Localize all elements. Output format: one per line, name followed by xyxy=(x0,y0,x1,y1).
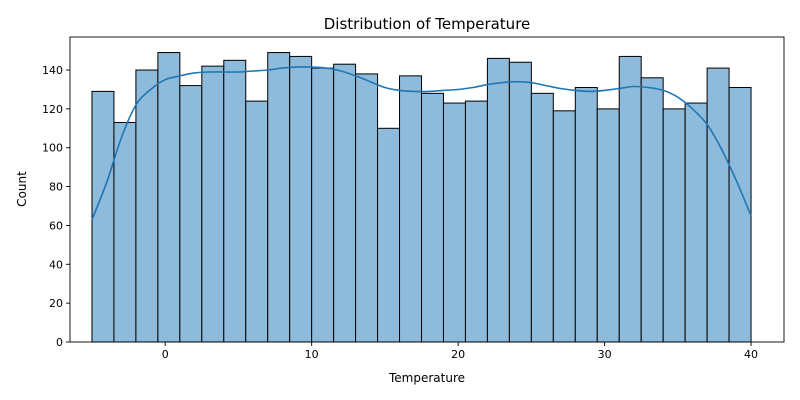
histogram-bar xyxy=(596,108,620,343)
histogram-bar xyxy=(179,85,203,343)
kde-curve xyxy=(91,66,752,220)
histogram-bar xyxy=(245,100,269,343)
histogram-bar xyxy=(377,127,401,343)
histogram-bar xyxy=(157,52,181,343)
histogram-bar xyxy=(311,67,335,343)
histogram-bar xyxy=(574,87,598,343)
y-axis-ticks: 0 20 40 60 80 100 120 140 xyxy=(42,64,70,349)
histogram-bar xyxy=(662,108,686,343)
histogram-bar xyxy=(728,87,752,343)
histogram-bar xyxy=(464,100,488,343)
plot-frame xyxy=(69,36,785,343)
histogram-bar xyxy=(486,57,510,343)
x-tick-label: 40 xyxy=(744,348,758,361)
x-tick-label: 10 xyxy=(305,348,319,361)
histogram-bar xyxy=(355,73,379,343)
histogram-bar xyxy=(530,92,554,343)
histogram-bar xyxy=(706,67,730,343)
y-tick-label: 80 xyxy=(49,181,63,194)
histogram-bar xyxy=(135,69,159,343)
histogram-bar xyxy=(552,110,576,343)
histogram-bars xyxy=(91,52,752,343)
histogram-bar xyxy=(201,65,225,343)
histogram-bar xyxy=(223,59,247,343)
y-tick-label: 20 xyxy=(49,297,63,310)
x-tick-label: 20 xyxy=(451,348,465,361)
x-tick-label: 30 xyxy=(598,348,612,361)
y-axis-label: Count xyxy=(15,171,29,207)
histogram-bar xyxy=(640,77,664,343)
y-tick-label: 120 xyxy=(42,103,63,116)
x-axis-ticks: 0 10 20 30 40 xyxy=(162,342,758,361)
histogram-bar xyxy=(508,61,532,343)
x-tick-label: 0 xyxy=(162,348,169,361)
y-tick-label: 100 xyxy=(42,142,63,155)
histogram-bar xyxy=(91,90,115,343)
x-axis-label: Temperature xyxy=(388,371,465,385)
histogram-bar xyxy=(399,75,423,343)
histogram-bar xyxy=(421,92,444,343)
chart-title: Distribution of Temperature xyxy=(324,15,531,33)
histogram-bar xyxy=(113,121,137,343)
histogram-bar xyxy=(618,55,642,343)
histogram-bar xyxy=(289,55,313,343)
histogram-bar xyxy=(333,63,357,343)
y-tick-label: 0 xyxy=(56,336,63,349)
histogram-bar xyxy=(442,102,466,343)
y-tick-label: 60 xyxy=(49,219,63,232)
y-tick-label: 40 xyxy=(49,258,63,271)
histogram-bar xyxy=(684,102,708,343)
histogram-bar xyxy=(267,52,291,343)
y-tick-label: 140 xyxy=(42,64,63,77)
